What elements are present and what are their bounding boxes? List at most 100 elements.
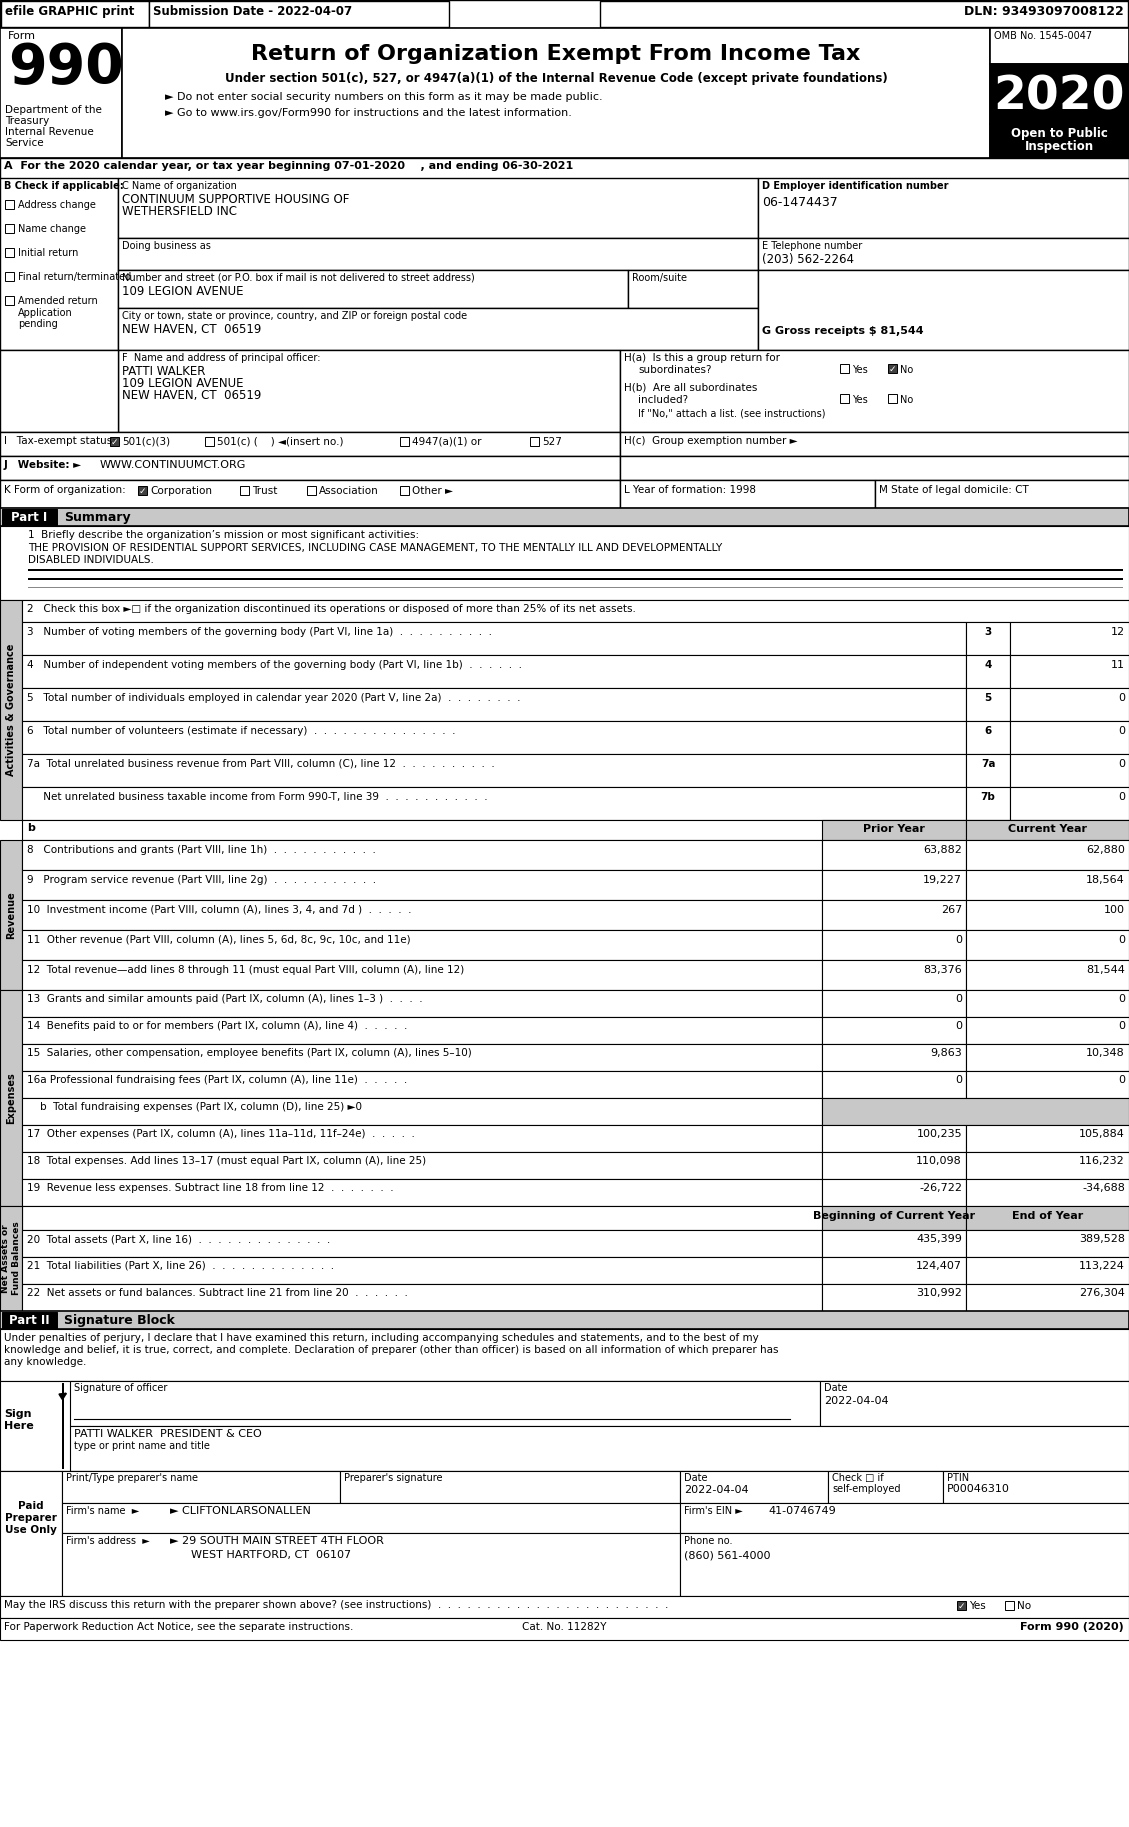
Bar	[620, 431, 1129, 457]
Text: NEW HAVEN, CT  06519: NEW HAVEN, CT 06519	[122, 323, 262, 336]
Text: Cat. No. 11282Y: Cat. No. 11282Y	[522, 1622, 606, 1632]
Text: 63,882: 63,882	[924, 846, 962, 855]
Bar	[0, 431, 620, 457]
Text: 6: 6	[984, 725, 991, 736]
Text: 17  Other expenses (Part IX, column (A), lines 11a–11d, 11f–24e)  .  .  .  .  .: 17 Other expenses (Part IX, column (A), …	[27, 1129, 414, 1138]
Text: CONTINUUM SUPPORTIVE HOUSING OF: CONTINUUM SUPPORTIVE HOUSING OF	[122, 194, 349, 206]
Text: ► CLIFTONLARSONALLEN: ► CLIFTONLARSONALLEN	[170, 1505, 310, 1516]
Bar	[599, 2, 1128, 27]
Text: Beginning of Current Year: Beginning of Current Year	[813, 1211, 975, 1220]
Bar	[138, 486, 147, 495]
Text: included?: included?	[638, 395, 688, 406]
Text: Other ►: Other ►	[412, 486, 453, 495]
Bar	[21, 1125, 822, 1153]
Bar	[822, 1178, 966, 1206]
Bar	[620, 457, 1129, 481]
Text: 20  Total assets (Part X, line 16)  .  .  .  .  .  .  .  .  .  .  .  .  .  .: 20 Total assets (Part X, line 16) . . . …	[27, 1233, 331, 1244]
Text: Expenses: Expenses	[6, 1072, 16, 1124]
Bar	[822, 1206, 966, 1230]
Bar	[822, 1284, 966, 1312]
Text: type or print name and title: type or print name and title	[75, 1442, 210, 1451]
Bar	[822, 1043, 966, 1071]
Bar	[0, 990, 21, 1206]
Bar	[119, 351, 620, 431]
Text: b: b	[27, 822, 35, 833]
Bar	[758, 177, 1129, 238]
Bar	[0, 526, 1129, 599]
Bar	[758, 270, 1129, 351]
Bar	[119, 177, 758, 238]
Bar	[966, 840, 1129, 870]
Text: Sign: Sign	[5, 1409, 32, 1420]
Bar	[21, 1153, 822, 1178]
Text: Address change: Address change	[18, 199, 96, 210]
Text: 4947(a)(1) or: 4947(a)(1) or	[412, 437, 481, 448]
Text: Doing business as: Doing business as	[122, 241, 211, 250]
Text: L Year of formation: 1998: L Year of formation: 1998	[624, 484, 756, 495]
Bar	[240, 486, 250, 495]
Text: Service: Service	[5, 139, 44, 148]
Text: 435,399: 435,399	[916, 1233, 962, 1244]
Text: 990: 990	[8, 40, 124, 95]
Bar	[21, 1098, 822, 1125]
Text: No: No	[900, 395, 913, 406]
Bar	[0, 1206, 21, 1312]
Bar	[0, 481, 620, 508]
Bar	[822, 990, 966, 1018]
Bar	[1005, 1600, 1014, 1610]
Text: 22  Net assets or fund balances. Subtract line 21 from line 20  .  .  .  .  .  .: 22 Net assets or fund balances. Subtract…	[27, 1288, 408, 1297]
Text: Activities & Governance: Activities & Governance	[6, 643, 16, 776]
Bar	[21, 870, 822, 901]
Text: Revenue: Revenue	[6, 892, 16, 939]
Bar	[0, 351, 119, 431]
Bar	[680, 1533, 1129, 1597]
Text: 527: 527	[542, 437, 562, 448]
Text: G Gross receipts $ 81,544: G Gross receipts $ 81,544	[762, 325, 924, 336]
Text: F  Name and address of principal officer:: F Name and address of principal officer:	[122, 353, 321, 364]
Bar	[21, 840, 822, 870]
Bar	[5, 225, 14, 234]
Text: ✓: ✓	[111, 438, 119, 448]
Text: Date: Date	[824, 1383, 848, 1392]
Text: 109 LEGION AVENUE: 109 LEGION AVENUE	[122, 376, 244, 389]
Text: 310,992: 310,992	[916, 1288, 962, 1297]
Text: Here: Here	[5, 1421, 34, 1431]
Bar	[307, 486, 316, 495]
Text: Firm's EIN ►: Firm's EIN ►	[684, 1505, 743, 1516]
Text: Paid: Paid	[18, 1502, 44, 1511]
Text: 2022-04-04: 2022-04-04	[824, 1396, 889, 1407]
Text: 7b: 7b	[981, 791, 996, 802]
Text: Use Only: Use Only	[5, 1526, 56, 1535]
Bar	[966, 901, 1129, 930]
Text: J   Website: ►: J Website: ►	[5, 460, 82, 470]
Text: Phone no.: Phone no.	[684, 1537, 733, 1546]
Bar	[822, 820, 966, 840]
Text: 0: 0	[955, 994, 962, 1005]
Bar	[400, 486, 409, 495]
Bar	[966, 722, 1010, 755]
Bar	[966, 930, 1129, 959]
Bar	[0, 1471, 1129, 1597]
Bar	[0, 1312, 1129, 1328]
Text: 501(c) (    ) ◄(insert no.): 501(c) ( ) ◄(insert no.)	[217, 437, 343, 448]
Bar	[1010, 722, 1129, 755]
Bar	[21, 930, 822, 959]
Bar	[21, 621, 966, 656]
Text: P00046310: P00046310	[947, 1484, 1009, 1494]
Text: May the IRS discuss this return with the preparer shown above? (see instructions: May the IRS discuss this return with the…	[5, 1600, 668, 1610]
Bar	[119, 309, 758, 351]
Text: 276,304: 276,304	[1079, 1288, 1124, 1297]
Bar	[680, 1471, 828, 1504]
Text: Summary: Summary	[64, 512, 131, 524]
Text: WETHERSFIELD INC: WETHERSFIELD INC	[122, 205, 237, 217]
Text: Association: Association	[320, 486, 378, 495]
Text: Room/suite: Room/suite	[632, 272, 688, 283]
Text: WEST HARTFORD, CT  06107: WEST HARTFORD, CT 06107	[170, 1549, 351, 1560]
Bar	[957, 1600, 966, 1610]
Text: E Telephone number: E Telephone number	[762, 241, 863, 250]
Text: 2022-04-04: 2022-04-04	[684, 1485, 749, 1494]
Bar	[0, 1619, 1129, 1641]
Text: ► Do not enter social security numbers on this form as it may be made public.: ► Do not enter social security numbers o…	[165, 91, 603, 102]
Text: 0: 0	[1118, 791, 1124, 802]
Bar	[758, 238, 1129, 270]
